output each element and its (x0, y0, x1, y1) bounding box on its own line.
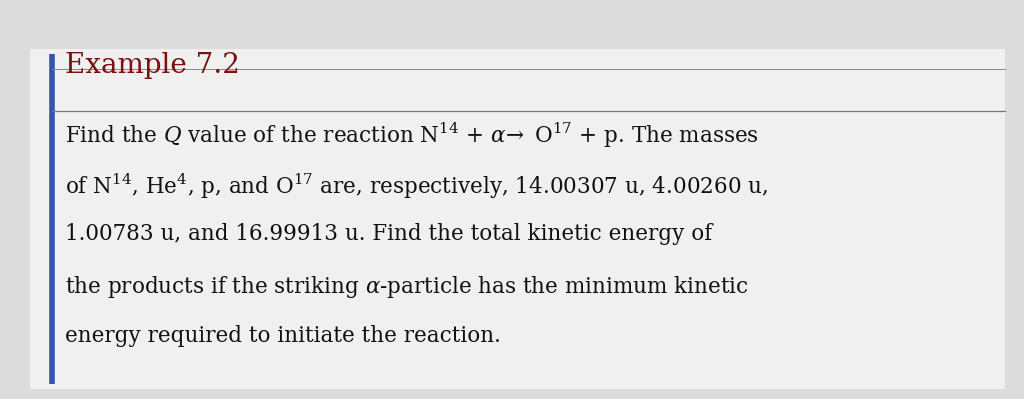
FancyBboxPatch shape (30, 49, 1005, 389)
Text: energy required to initiate the reaction.: energy required to initiate the reaction… (65, 325, 501, 347)
Text: 1.00783 u, and 16.99913 u. Find the total kinetic energy of: 1.00783 u, and 16.99913 u. Find the tota… (65, 223, 713, 245)
Text: Example 7.2: Example 7.2 (65, 52, 240, 79)
Text: Find the $Q$ value of the reaction N$^{14}$ + $\alpha\!\to$ O$^{17}$ + p. The ma: Find the $Q$ value of the reaction N$^{1… (65, 121, 759, 150)
Text: the products if the striking $\alpha$-particle has the minimum kinetic: the products if the striking $\alpha$-pa… (65, 274, 749, 300)
Text: of N$^{14}$, He$^4$, p, and O$^{17}$ are, respectively, 14.00307 u, 4.00260 u,: of N$^{14}$, He$^4$, p, and O$^{17}$ are… (65, 172, 768, 201)
